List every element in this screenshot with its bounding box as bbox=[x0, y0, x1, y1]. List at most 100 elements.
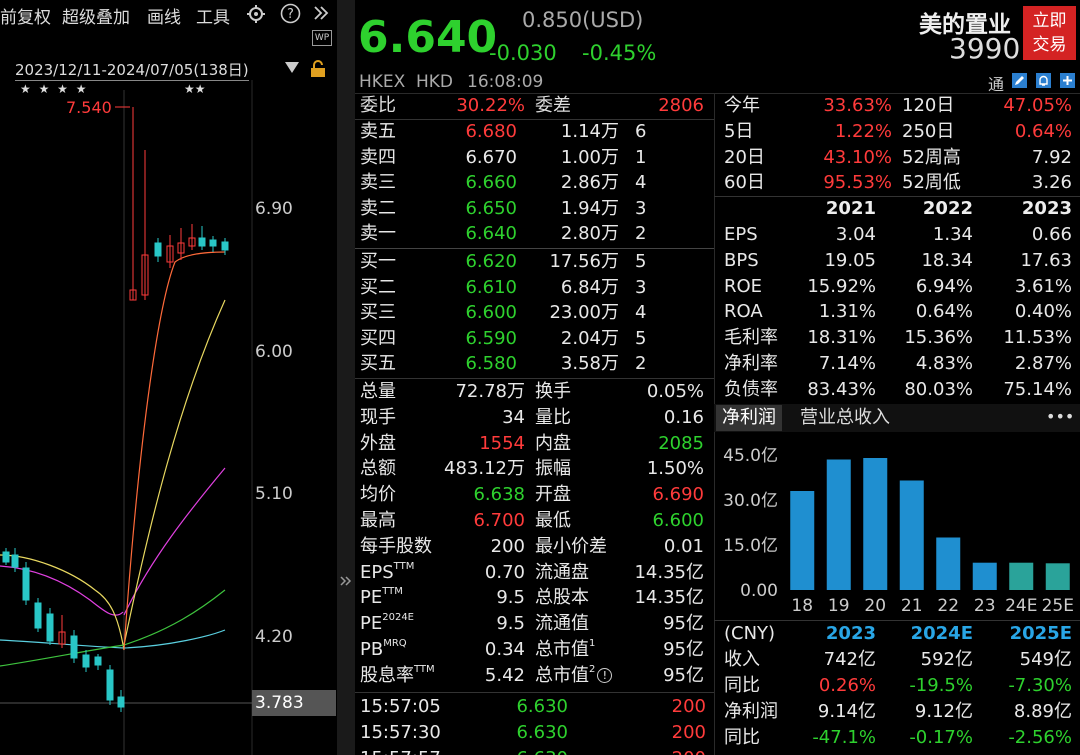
forecast-value: 549亿 bbox=[1019, 649, 1072, 670]
book-level-volume: 6.84万 bbox=[560, 276, 619, 298]
last-price: 6.640 bbox=[358, 12, 498, 63]
stat-value: 9.5 bbox=[496, 613, 525, 635]
lock-icon[interactable] bbox=[310, 60, 326, 78]
fin-metric-value: 0.66 bbox=[1031, 224, 1072, 245]
trade-button-line1: 立即 bbox=[1032, 11, 1067, 31]
bar-23[interactable] bbox=[972, 562, 997, 590]
book-level-price[interactable]: 6.660 bbox=[465, 172, 517, 194]
fin-metric-label: ROE bbox=[724, 275, 763, 297]
fin-metric-value: 80.03% bbox=[904, 378, 973, 400]
alert-bell-icon[interactable] bbox=[1036, 73, 1051, 88]
stat-label-text: 现手 bbox=[360, 406, 396, 428]
bar-21[interactable] bbox=[899, 480, 924, 591]
edit-icon[interactable] bbox=[1012, 73, 1027, 88]
gear-icon[interactable] bbox=[246, 4, 266, 24]
fin-metric-value: 4.83% bbox=[915, 353, 973, 374]
fin-metric-label: EPS bbox=[724, 224, 758, 245]
fin-metric-value: 0.40% bbox=[1014, 301, 1072, 323]
bar-22[interactable] bbox=[936, 537, 961, 591]
stat-label: 股息率TTM bbox=[360, 663, 435, 689]
perf-label: 20日 bbox=[724, 146, 765, 168]
stat-label-text: 总股本 bbox=[535, 587, 589, 609]
more-options-icon[interactable]: ••• bbox=[1046, 407, 1075, 426]
connect-label[interactable]: 通 bbox=[988, 75, 1005, 94]
tick-price: 6.630 bbox=[490, 746, 568, 755]
tick-volume: 200 bbox=[620, 746, 706, 755]
book-level-price[interactable]: 6.650 bbox=[465, 197, 517, 219]
forecast-year-header: 2023 bbox=[825, 623, 876, 644]
stat-label-text: PE bbox=[360, 587, 383, 609]
forecast-currency: (CNY) bbox=[724, 623, 776, 644]
stat-label-suffix: 1 bbox=[589, 638, 596, 649]
fin-metric-value: 11.53% bbox=[1003, 327, 1072, 349]
panel-divider[interactable] bbox=[337, 0, 355, 755]
tab-net-profit[interactable]: 净利润 bbox=[716, 405, 782, 431]
stat-label-text: PE bbox=[360, 613, 383, 635]
stat-label: 流通值 bbox=[535, 611, 589, 637]
bar-24E[interactable] bbox=[1009, 562, 1034, 590]
help-icon[interactable]: ? bbox=[280, 3, 301, 24]
book-level-label: 买二 bbox=[360, 276, 396, 298]
book-level-price[interactable]: 6.610 bbox=[465, 276, 517, 298]
book-level-price[interactable]: 6.580 bbox=[465, 353, 517, 375]
perf-value: 1.22% bbox=[834, 120, 892, 142]
bar-18[interactable] bbox=[790, 491, 815, 590]
perf-label: 250日 bbox=[902, 120, 955, 142]
date-range-selector[interactable]: 2023/12/11-2024/07/05(138日) bbox=[15, 61, 249, 81]
add-watchlist-icon[interactable] bbox=[1060, 73, 1075, 88]
wp-icon[interactable]: WP bbox=[312, 30, 332, 46]
book-level-label: 买四 bbox=[360, 327, 396, 349]
book-level-price[interactable]: 6.590 bbox=[465, 327, 517, 349]
toolbar-tools[interactable]: 工具 bbox=[196, 8, 230, 28]
fin-metric-value: 1.34 bbox=[932, 224, 973, 245]
stat-value: 0.01 bbox=[663, 535, 704, 557]
stat-value: 0.05% bbox=[646, 381, 704, 402]
stat-value: 200 bbox=[490, 535, 525, 557]
trade-now-button[interactable]: 立即 交易 bbox=[1023, 6, 1076, 60]
stat-value: 0.70 bbox=[484, 561, 525, 583]
x-tick-label: 18 bbox=[791, 596, 813, 616]
dropdown-arrow-icon[interactable] bbox=[285, 62, 299, 74]
forecast-label: 同比 bbox=[724, 727, 760, 748]
toolbar-adjust[interactable]: 前复权 bbox=[0, 8, 51, 28]
stat-label: 量比 bbox=[535, 405, 571, 431]
net-profit-bar-chart[interactable]: 45.0亿 30.0亿 15.0亿 0.00 18 19 20 21 22 23 24E 25E bbox=[714, 435, 1080, 620]
bar-20[interactable] bbox=[863, 458, 888, 590]
toolbar-draw[interactable]: 画线 bbox=[147, 8, 181, 28]
book-level-price[interactable]: 6.680 bbox=[465, 121, 517, 142]
info-icon[interactable]: ! bbox=[597, 668, 613, 684]
stat-value: 9.5 bbox=[496, 587, 525, 609]
bar-19[interactable] bbox=[826, 459, 851, 591]
tick-price: 6.630 bbox=[516, 722, 568, 743]
forecast-value: -0.17% bbox=[909, 727, 973, 748]
fin-metric-value: 0.64% bbox=[915, 301, 973, 323]
kline-panel: 前复权 超级叠加 画线 工具 ? WP 2023/12/11-2024/07/0… bbox=[0, 0, 337, 755]
stat-value: 14.35亿 bbox=[634, 561, 704, 583]
book-level-label: 买五 bbox=[360, 353, 396, 375]
book-level-price[interactable]: 6.640 bbox=[465, 223, 517, 245]
book-level-count: 3 bbox=[635, 197, 647, 219]
stat-value: 72.78万 bbox=[455, 381, 525, 402]
book-level-price[interactable]: 6.600 bbox=[465, 302, 517, 324]
double-chevron-icon[interactable] bbox=[313, 5, 329, 21]
stat-label-text: 最低 bbox=[535, 510, 571, 531]
forecast-label: 净利润 bbox=[724, 701, 778, 722]
kline-chart[interactable] bbox=[0, 0, 337, 755]
expand-panel-icon[interactable] bbox=[340, 575, 352, 587]
book-level-price[interactable]: 6.620 bbox=[465, 251, 517, 272]
fin-metric-value: 15.92% bbox=[807, 275, 876, 297]
fin-metric-label: BPS bbox=[724, 249, 759, 271]
price-level-2: 6.00 bbox=[255, 342, 293, 362]
stat-label: 总量 bbox=[360, 379, 396, 405]
stat-label-suffix: TTM bbox=[382, 586, 403, 598]
toolbar-overlay[interactable]: 超级叠加 bbox=[62, 8, 130, 28]
stat-value: 6.690 bbox=[652, 484, 704, 506]
stock-name: 美的置业 bbox=[919, 12, 1011, 38]
tick-time: 15:57:57 bbox=[360, 746, 441, 755]
event-stars-right: ★★ bbox=[184, 82, 206, 96]
bar-25E[interactable] bbox=[1045, 563, 1070, 590]
tab-revenue[interactable]: 营业总收入 bbox=[800, 407, 890, 428]
book-level-price[interactable]: 6.670 bbox=[465, 146, 517, 168]
fin-year-header: 2021 bbox=[825, 198, 876, 219]
stat-label-text: 量比 bbox=[535, 406, 571, 428]
